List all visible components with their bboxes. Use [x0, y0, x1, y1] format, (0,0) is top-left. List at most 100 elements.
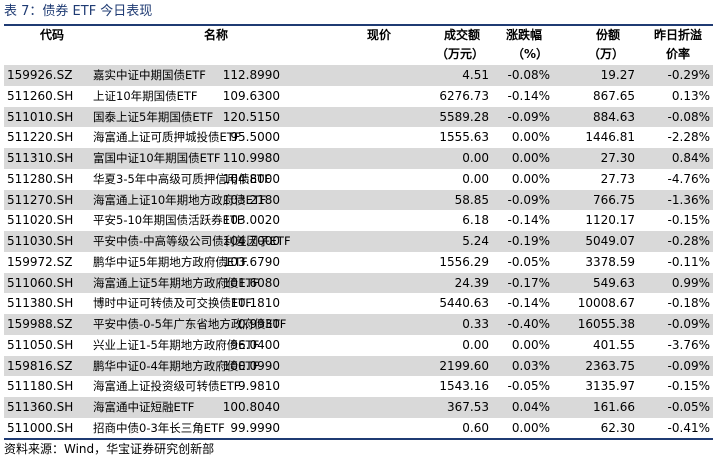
- cell-change: -0.09%: [507, 192, 550, 207]
- cell-shares: 5049.07: [585, 234, 635, 248]
- cell-discount: 0.99%: [671, 275, 710, 290]
- table-row: 511310.SH 富国中证10年期国债ETF 110.9980 0.00 0.00% 2…: [4, 148, 713, 169]
- cell-change: -0.40%: [507, 317, 550, 331]
- cell-volume: 1543.16: [439, 379, 489, 394]
- header-volume-line2: （万元）: [436, 47, 485, 61]
- table-row: 159988.SZ 平安中债-0-5年广东省地方政府债ETF 0.9930 0.33 -…: [4, 314, 713, 335]
- cell-discount: -1.36%: [667, 192, 710, 207]
- cell-shares: 2363.75: [585, 358, 635, 373]
- table-row: 159816.SZ 鹏华中证0-4年期地方政府债ETF 100.0990 2199.6…: [4, 355, 713, 377]
- table-body: 159926.SZ 嘉实中证中期国债ETF 112.8990 4.51 -0.08% 19…: [4, 65, 713, 439]
- source-note: 资料来源：Wind，华宝证券研究创新部: [4, 442, 215, 456]
- cell-price: 120.5150: [222, 109, 280, 124]
- table-row: 511060.SH 海富通上证5年期地方政府债ETF 101.6080 24.39 -0…: [4, 272, 713, 294]
- cell-code: 511220.SH: [7, 130, 74, 145]
- cell-discount: -0.08%: [667, 109, 710, 124]
- cell-code: 511260.SH: [7, 88, 74, 103]
- table-title: 表 7：债券 ETF 今日表现: [4, 4, 153, 19]
- cell-code: 159972.SZ: [7, 254, 73, 269]
- cell-price: 99.9990: [230, 420, 280, 435]
- cell-change: -0.14%: [507, 88, 550, 103]
- header-shares-line1: 份额: [596, 28, 621, 42]
- cell-volume: 5440.63: [439, 296, 489, 311]
- cell-price: 0.9930: [238, 317, 280, 331]
- cell-discount: -0.15%: [667, 379, 710, 394]
- cell-shares: 27.30: [600, 151, 635, 165]
- cell-change: 0.00%: [511, 151, 550, 165]
- cell-code: 511270.SH: [7, 192, 74, 207]
- cell-discount: -0.29%: [667, 68, 710, 82]
- table-row: 511260.SH 上证10年期国债ETF 109.6300 6276.73 -0.14…: [4, 86, 713, 107]
- header-code: 代码: [40, 28, 65, 42]
- cell-code: 511050.SH: [7, 337, 74, 352]
- cell-price: 100.0990: [222, 358, 280, 373]
- cell-code: 159816.SZ: [7, 358, 73, 373]
- cell-change: -0.17%: [507, 275, 550, 290]
- cell-change: -0.19%: [507, 234, 550, 248]
- cell-change: -0.09%: [507, 109, 550, 124]
- cell-code: 511030.SH: [7, 234, 74, 248]
- cell-name: 海富通上证10年期地方政府债ETF: [93, 192, 267, 207]
- table-row: 511280.SH 华夏3-5年中高级可质押信用债ETF 104.8000 0.00 0…: [4, 169, 713, 190]
- cell-volume: 1555.63: [439, 130, 489, 145]
- cell-shares: 161.66: [593, 400, 635, 414]
- cell-price: 10.1810: [230, 296, 280, 311]
- cell-change: -0.05%: [507, 379, 550, 394]
- cell-price: 103.0020: [222, 213, 280, 228]
- cell-volume: 0.00: [462, 337, 489, 352]
- cell-shares: 3378.59: [585, 254, 635, 269]
- cell-volume: 5.24: [462, 234, 489, 248]
- cell-name: 兴业上证1-5年期地方政府债ETF: [93, 337, 260, 352]
- cell-volume: 4.51: [462, 68, 489, 82]
- bottom-rule: [4, 438, 713, 440]
- top-rule: [4, 24, 713, 26]
- header-discount-line1: 昨日折溢: [654, 28, 703, 42]
- cell-code: 511020.SH: [7, 213, 74, 228]
- cell-name: 平安5-10年期国债活跃券ETF: [93, 213, 244, 228]
- cell-name: 嘉实中证中期国债ETF: [93, 68, 206, 82]
- cell-price: 103.6790: [222, 254, 280, 269]
- cell-change: 0.00%: [511, 420, 550, 435]
- cell-name: 鹏华中证5年期地方政府债ETF: [93, 254, 248, 269]
- table-row: 511270.SH 海富通上证10年期地方政府债ETF 103.2180 58.85 -…: [4, 189, 713, 211]
- cell-change: 0.00%: [511, 171, 550, 186]
- cell-code: 511180.SH: [7, 379, 74, 394]
- cell-code: 511360.SH: [7, 400, 74, 414]
- cell-name: 博时中证可转债及可交换债ETF: [93, 296, 252, 311]
- table-row: 511010.SH 国泰上证5年期国债ETF 120.5150 5589.28 -0.0…: [4, 106, 713, 128]
- cell-volume: 5589.28: [439, 109, 489, 124]
- cell-discount: -0.41%: [667, 420, 710, 435]
- table-row: 511220.SH 海富通上证可质押城投债ETF 95.5000 1555.63 0.0…: [4, 127, 713, 148]
- cell-code: 511310.SH: [7, 151, 74, 165]
- cell-price: 104.8000: [222, 171, 280, 186]
- cell-code: 511000.SH: [7, 420, 74, 435]
- cell-volume: 6.18: [462, 213, 489, 228]
- cell-name: 平安中债-中高等级公司债利差因子ETF: [93, 234, 291, 248]
- cell-volume: 1556.29: [439, 254, 489, 269]
- cell-volume: 0.00: [462, 151, 489, 165]
- header-change-line1: 涨跌幅: [506, 28, 543, 42]
- header-price: 现价: [367, 28, 392, 42]
- cell-code: 511280.SH: [7, 171, 74, 186]
- cell-code: 159926.SZ: [7, 68, 73, 82]
- cell-shares: 3135.97: [585, 379, 635, 394]
- cell-code: 511380.SH: [7, 296, 74, 311]
- cell-shares: 16055.38: [577, 317, 635, 331]
- cell-discount: -3.76%: [667, 337, 710, 352]
- cell-code: 159988.SZ: [7, 317, 73, 331]
- cell-price: 9.9810: [238, 379, 280, 394]
- cell-shares: 549.63: [593, 275, 635, 290]
- cell-price: 103.2180: [222, 192, 280, 207]
- cell-volume: 24.39: [454, 275, 489, 290]
- cell-discount: -0.09%: [667, 358, 710, 373]
- cell-price: 101.6080: [222, 275, 280, 290]
- cell-name: 平安中债-0-5年广东省地方政府债ETF: [93, 317, 287, 331]
- header-volume-line1: 成交额: [444, 28, 481, 42]
- cell-name: 国泰上证5年期国债ETF: [93, 109, 214, 124]
- cell-discount: -0.18%: [667, 296, 710, 311]
- cell-name: 招商中债0-3年长三角ETF: [93, 420, 225, 435]
- cell-shares: 1446.81: [585, 130, 635, 145]
- cell-change: -0.14%: [507, 213, 550, 228]
- cell-volume: 58.85: [454, 192, 489, 207]
- table-row: 511380.SH 博时中证可转债及可交换债ETF 10.1810 5440.63 -0…: [4, 293, 713, 314]
